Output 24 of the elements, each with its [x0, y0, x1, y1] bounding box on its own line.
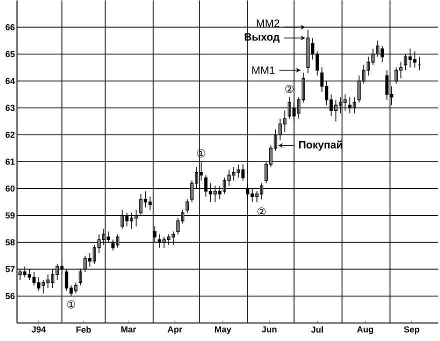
annotation: ММ1: [252, 66, 275, 74]
y-tick-label: 57: [6, 266, 15, 272]
y-tick-label: 60: [6, 185, 15, 192]
annotation: ②: [285, 84, 294, 93]
x-tick-label: Aug: [357, 326, 374, 334]
y-tick-label: 63: [6, 104, 15, 111]
x-tick-label: Sep: [404, 326, 420, 334]
y-tick-label: 66: [6, 24, 15, 30]
x-tick-label: Jul: [311, 326, 323, 333]
x-tick-label: Feb: [76, 326, 91, 333]
y-tick-label: 59: [6, 212, 15, 218]
x-tick-label: Mar: [121, 326, 136, 332]
x-tick-label: May: [215, 326, 232, 334]
y-tick-label: 65: [6, 51, 15, 58]
y-tick-label: 62: [6, 132, 15, 138]
annotation: ①: [67, 300, 76, 308]
x-tick-label: Apr: [168, 326, 182, 334]
annotation: ММ2: [256, 19, 280, 27]
y-tick-label: 58: [6, 239, 15, 246]
x-tick-label: Jun: [262, 326, 276, 332]
y-tick-label: 61: [6, 158, 15, 165]
y-tick-label: 56: [6, 293, 15, 300]
y-tick-label: 64: [6, 78, 15, 84]
x-tick-label: J94: [32, 326, 46, 332]
